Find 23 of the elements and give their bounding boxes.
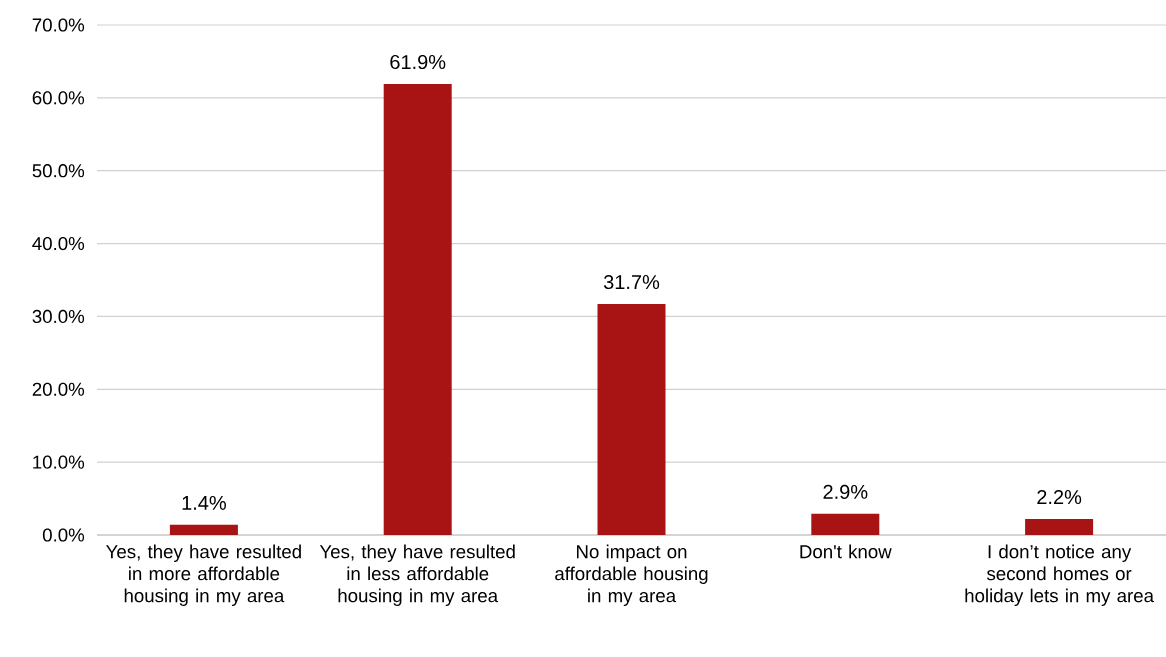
data-label: 2.9% xyxy=(823,484,868,499)
y-tick-label: 70.0% xyxy=(32,18,85,32)
data-label: 2.2% xyxy=(1037,489,1082,505)
y-tick-label: 20.0% xyxy=(32,382,85,396)
y-tick-label: 60.0% xyxy=(32,91,85,105)
y-tick-label: 50.0% xyxy=(32,164,85,178)
bar xyxy=(811,513,880,535)
data-label: 1.4% xyxy=(182,495,226,510)
x-tick-label: Yes, they have resulted in more affordable housing in my area xyxy=(106,544,301,606)
x-tick-label: I don’t notice any second homes or holiday lets in my area xyxy=(965,544,1155,606)
x-tick-label: Don't know xyxy=(800,544,892,559)
y-tick-label: 40.0% xyxy=(32,236,85,251)
x-tick-label: No impact on affordable housing in my area xyxy=(555,544,708,606)
y-tick-label: 30.0% xyxy=(32,309,85,324)
data-label: 31.7% xyxy=(603,274,660,290)
y-tick-label: 10.0% xyxy=(33,455,85,469)
bar xyxy=(597,304,666,535)
bar xyxy=(383,84,452,535)
y-tick-label: 0.0% xyxy=(42,528,85,542)
bar xyxy=(1025,518,1094,535)
bar xyxy=(169,524,238,535)
data-label: 61.9% xyxy=(390,54,446,70)
x-tick-label: Yes, they have resulted in less affordable housing in my area xyxy=(319,544,515,606)
